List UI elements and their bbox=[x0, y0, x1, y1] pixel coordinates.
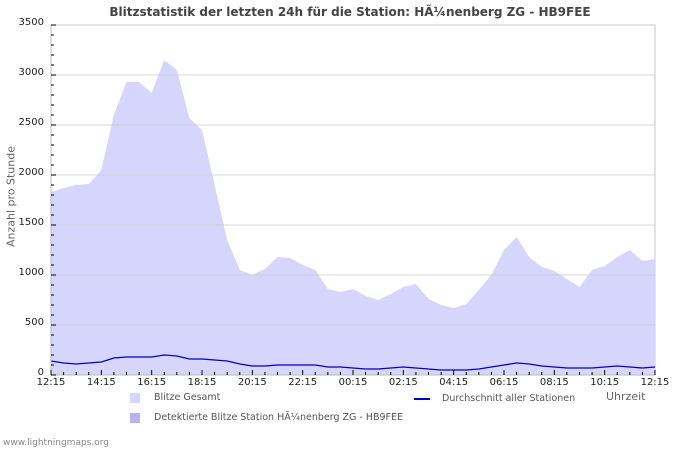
series-total-area bbox=[51, 60, 655, 375]
legend-item-station: Detektierte Blitze Station HÃ¼nenberg ZG… bbox=[130, 412, 403, 423]
legend-swatch-total bbox=[130, 392, 140, 403]
x-tick-label: 04:15 bbox=[439, 377, 469, 388]
x-tick-label: 18:15 bbox=[187, 377, 217, 388]
legend-label-average: Durchschnitt aller Stationen bbox=[442, 393, 576, 404]
legend-item-average: Durchschnitt aller Stationen bbox=[414, 393, 575, 404]
legend-label-total: Blitze Gesamt bbox=[154, 392, 221, 403]
legend-label-station: Detektierte Blitze Station HÃ¼nenberg ZG… bbox=[154, 412, 404, 423]
y-tick-label: 1000 bbox=[18, 267, 44, 278]
footer-credit: www.lightningmaps.org bbox=[3, 438, 109, 448]
y-tick-label: 500 bbox=[24, 317, 44, 328]
x-tick-label: 06:15 bbox=[489, 377, 519, 388]
x-tick-label: 02:15 bbox=[388, 377, 418, 388]
y-tick-label: 2500 bbox=[18, 117, 44, 128]
x-tick-label: 20:15 bbox=[237, 377, 267, 388]
x-tick-label: 16:15 bbox=[137, 377, 167, 388]
y-tick-label: 3500 bbox=[18, 17, 44, 28]
x-tick-label: 22:15 bbox=[288, 377, 318, 388]
x-tick-label: 00:15 bbox=[338, 377, 368, 388]
x-axis-label: Uhrzeit bbox=[606, 390, 646, 403]
x-tick-label: 10:15 bbox=[590, 377, 620, 388]
y-tick-label: 2000 bbox=[18, 167, 44, 178]
series-average-line bbox=[50, 354, 656, 371]
x-tick-label: 08:15 bbox=[539, 377, 569, 388]
y-tick-label: 0 bbox=[37, 367, 44, 378]
legend-line-average bbox=[414, 397, 430, 400]
x-tick-label: 14:15 bbox=[86, 377, 116, 388]
x-tick-label: 12:15 bbox=[36, 377, 66, 388]
x-tick-label: 12:15 bbox=[640, 377, 670, 388]
y-tick-label: 3000 bbox=[18, 67, 44, 78]
y-tick-label: 1500 bbox=[18, 217, 44, 228]
legend-swatch-station bbox=[130, 412, 140, 423]
chart-title: Blitzstatistik der letzten 24h für die S… bbox=[109, 5, 591, 19]
legend-item-total: Blitze Gesamt bbox=[130, 392, 220, 403]
